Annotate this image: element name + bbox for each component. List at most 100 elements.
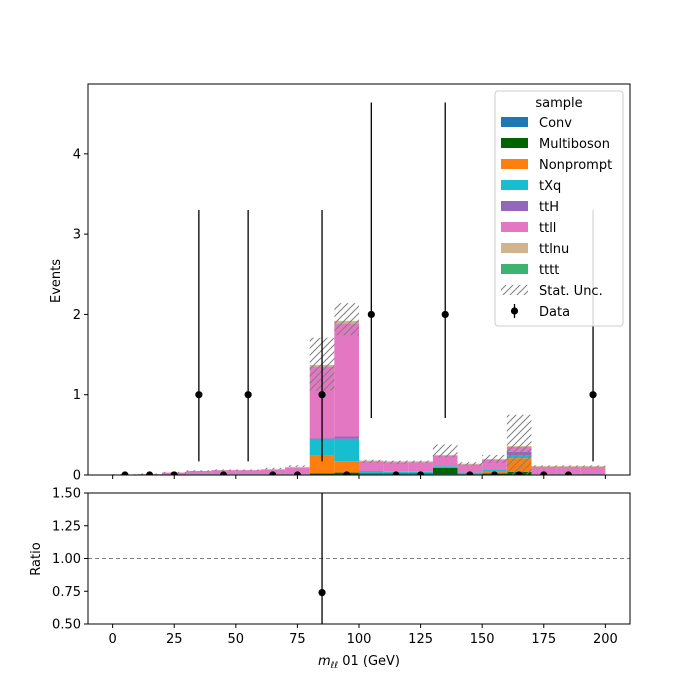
main-panel: 0 1 2 3 4 (73, 83, 631, 484)
legend-label-tttt: tttt (539, 263, 559, 278)
x-tick-label-7: 175 (531, 632, 556, 647)
legend-data-marker (510, 307, 519, 315)
legend-label-data: Data (539, 305, 570, 320)
ratio-axes-frame (87, 492, 631, 625)
legend-label-multiboson: Multiboson (539, 137, 610, 152)
stat-unc-bin-11 (383, 460, 409, 464)
y-tick-label-main-1: 1 (73, 388, 81, 403)
y-tick-label-ratio-0: 0.50 (52, 618, 81, 633)
x-tick-label-2: 50 (228, 632, 245, 647)
legend-swatch-tttt (501, 264, 528, 274)
legend-label-nonprompt: Nonprompt (539, 158, 612, 173)
bar-nonprompt-bin-8 (309, 455, 335, 474)
bar-ttll-bin-15 (482, 459, 507, 470)
legend-swatch-stat-unc (501, 285, 528, 295)
y-tick-label-main-4: 4 (73, 147, 81, 162)
bar-ttll-bin-3 (186, 470, 212, 475)
bar-ttll-bin-13 (432, 455, 458, 467)
bar-ttll-bin-10 (359, 461, 384, 471)
bar-txq-bin-10 (359, 470, 384, 474)
bar-tth-bin-9 (334, 436, 359, 439)
data-point-12 (416, 471, 425, 475)
bar-ttll-bin-9 (334, 323, 359, 437)
y-tick-label-ratio-4: 1.50 (52, 487, 81, 502)
bar-ttll-bin-11 (383, 462, 409, 472)
legend-label-tth: ttH (539, 200, 559, 215)
ratio-point-0 (318, 588, 326, 597)
data-point-1 (145, 471, 154, 475)
data-point-14 (466, 471, 474, 475)
legend-label-ttll: ttll (539, 221, 556, 236)
bar-txq-bin-9 (334, 438, 359, 462)
data-point-9 (343, 471, 351, 475)
y-tick-label-ratio-1: 0.75 (52, 585, 81, 600)
y-axis-label-ratio: Ratio (29, 542, 44, 575)
legend-swatch-txq (501, 180, 528, 190)
x-tick-label-6: 150 (470, 632, 495, 647)
x-tick-label-5: 125 (408, 632, 433, 647)
data-point-3 (195, 391, 203, 399)
data-point-13 (441, 310, 449, 319)
stat-unc-bin-17 (531, 465, 557, 467)
bar-txq-bin-15 (482, 469, 507, 471)
ratio-panel: 0.50 0.75 1.00 1.25 1.50 0 25 50 75 100 125 150 175 2… (52, 487, 631, 647)
data-point-7 (293, 471, 302, 475)
bar-ttll-bin-17 (531, 466, 557, 475)
plot-area (112, 102, 606, 475)
data-point-0 (121, 471, 129, 475)
bar-nonprompt-bin-9 (334, 461, 359, 473)
stat-unc-bin-19 (580, 465, 606, 467)
x-tick-label-4: 100 (347, 632, 372, 647)
stat-unc-bin-4 (211, 469, 236, 471)
stat-unc-bin-16 (506, 414, 532, 475)
data-point-10 (367, 310, 375, 319)
data-point-6 (269, 471, 277, 475)
legend-label-txq: tXq (539, 179, 561, 194)
data-point-2 (170, 471, 178, 475)
data-point-18 (564, 471, 573, 475)
bar-multiboson-bin-10 (359, 473, 384, 475)
stat-unc-bin-12 (408, 460, 433, 463)
stat-unc-bin-9 (334, 303, 359, 336)
legend: sample Conv Multiboson Nonprompt tXq ttH ttll t… (494, 90, 624, 327)
x-tick-label-8: 200 (593, 632, 618, 647)
x-axis-label: mℓℓ 01 (GeV) (318, 654, 400, 671)
stat-unc-bin-3 (186, 470, 212, 472)
legend-label-conv: Conv (539, 116, 572, 131)
stat-unc-bin-5 (235, 469, 261, 471)
data-point-8 (318, 391, 326, 399)
legend-swatch-ttlnu (501, 243, 528, 253)
data-point-4 (219, 471, 228, 475)
data-point-19 (589, 391, 597, 399)
stat-unc-bin-15 (482, 454, 507, 463)
bar-ttll-bin-14 (457, 464, 483, 473)
legend-label-ttlnu: ttlnu (539, 242, 569, 257)
x-tick-label-1: 25 (166, 632, 183, 647)
y-tick-label-main-3: 3 (73, 228, 81, 243)
bar-ttll-bin-19 (580, 466, 606, 475)
data-point-11 (392, 471, 400, 475)
legend-swatch-nonprompt (501, 159, 528, 169)
y-tick-label-ratio-3: 1.25 (52, 519, 81, 534)
x-tick-label-3: 75 (289, 632, 306, 647)
data-point-5 (244, 391, 252, 399)
legend-swatch-conv (501, 117, 528, 127)
stat-unc-bin-10 (359, 459, 384, 463)
y-tick-label-ratio-2: 1.00 (52, 552, 81, 567)
legend-swatch-tth (501, 201, 528, 211)
bar-ttlnu-bin-7 (285, 466, 310, 468)
bar-txq-bin-13 (432, 466, 458, 468)
bar-ttll-bin-12 (408, 462, 433, 472)
bar-multiboson-bin-8 (309, 473, 335, 475)
y-axis-label-main: Events (49, 259, 64, 303)
legend-swatch-ttll (501, 222, 528, 232)
legend-label-stat-unc: Stat. Unc. (539, 284, 603, 299)
y-tick-label-main-0: 0 (73, 469, 81, 484)
x-tick-label-0: 0 (108, 632, 116, 647)
stat-unc-bin-6 (260, 467, 286, 470)
stat-unc-bin-14 (457, 462, 483, 466)
y-tick-label-main-2: 2 (73, 308, 81, 323)
axis-labels: Events Ratio mℓℓ 01 (GeV) (29, 259, 400, 671)
stat-unc-bin-13 (432, 444, 458, 458)
